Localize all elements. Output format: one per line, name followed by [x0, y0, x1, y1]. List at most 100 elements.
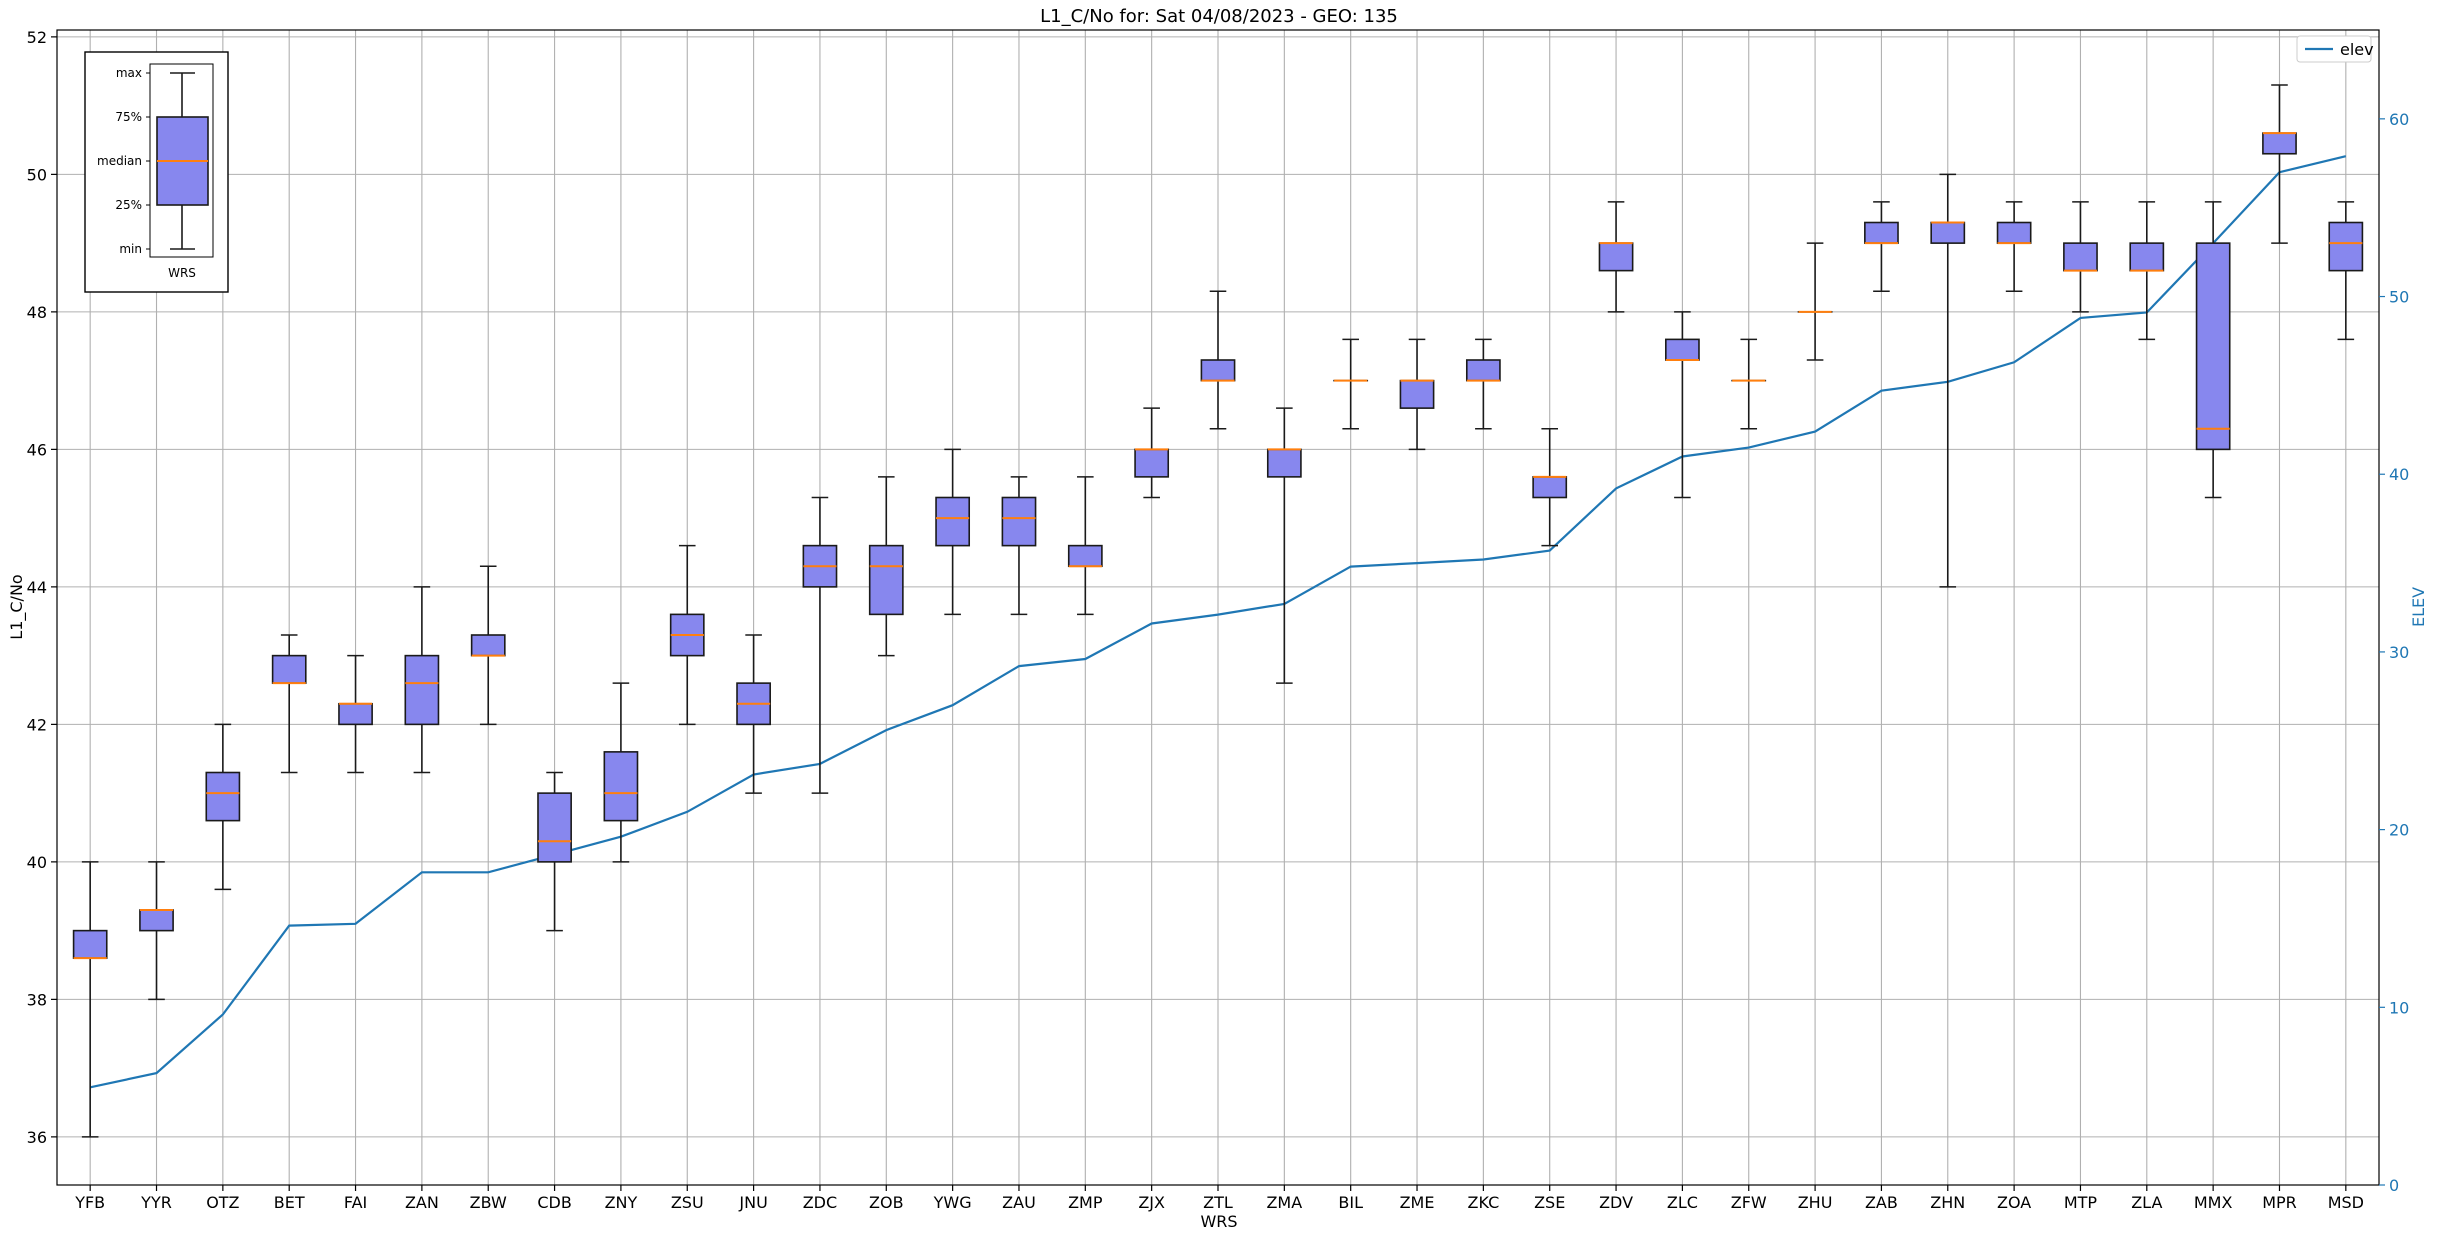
x-tick-label: YFB	[74, 1193, 105, 1212]
grid-lines	[57, 30, 2379, 1185]
x-tick-label: MPR	[2262, 1193, 2297, 1212]
y-tick-label: 52	[27, 28, 47, 47]
x-tick-label: ZBW	[470, 1193, 507, 1212]
box-zlc	[1665, 311, 1700, 499]
box-ztl	[1200, 290, 1236, 430]
box-zme	[1399, 338, 1435, 451]
iqr-box	[1200, 359, 1236, 382]
x-axis-ticks: YFB YYR OTZ BET FAI ZAN ZBW CDB ZNY ZSU JNU ZDC ZOB Y…	[74, 1185, 2364, 1212]
y2-tick-label: 40	[2389, 465, 2409, 484]
x-tick-label: ZDV	[1599, 1193, 1633, 1212]
inset-x-label: WRS	[168, 266, 196, 280]
y-tick-label: 44	[27, 578, 47, 597]
iqr-box	[338, 702, 373, 726]
y-tick-label: 48	[27, 303, 47, 322]
x-tick-label: MSD	[2328, 1193, 2364, 1212]
x-tick-label: ZMP	[1068, 1193, 1103, 1212]
x-tick-label: ZNY	[605, 1193, 638, 1212]
x-tick-label: ZAB	[1865, 1193, 1898, 1212]
y2-tick-label: 20	[2389, 821, 2409, 840]
x-tick-label: ZKC	[1467, 1193, 1499, 1212]
box-msd	[2328, 201, 2364, 341]
x-tick-label: JNU	[738, 1193, 767, 1212]
legend-label-elev: elev	[2340, 40, 2374, 59]
iqr-box	[935, 496, 971, 547]
x-tick-label: CDB	[537, 1193, 571, 1212]
iqr-box	[2328, 221, 2364, 272]
iqr-box	[2063, 242, 2098, 272]
y2-tick-label: 30	[2389, 643, 2409, 662]
box-yfb	[72, 861, 108, 1138]
x-tick-label: ZDC	[803, 1193, 837, 1212]
iqr-box	[1001, 496, 1037, 547]
x-tick-label: BIL	[1338, 1193, 1363, 1212]
elev-series	[89, 155, 2347, 1089]
x-tick-label: ZFW	[1731, 1193, 1767, 1212]
box-series	[72, 84, 2364, 1138]
box-zsu	[669, 544, 705, 726]
y2-axis-ticks: 0 10 20 30 40 50 60	[2379, 110, 2409, 1195]
box-zny	[603, 682, 639, 863]
x-tick-label: ZJX	[1138, 1193, 1165, 1212]
x-tick-label: ZHU	[1798, 1193, 1833, 1212]
box-ywg	[935, 448, 971, 616]
box-yyr	[139, 861, 174, 1001]
iqr-box	[1399, 379, 1435, 409]
y-axis-title: L1_C/No	[7, 574, 27, 639]
iqr-box	[1067, 544, 1103, 568]
box-otz	[205, 723, 241, 891]
y-tick-label: 46	[27, 440, 47, 459]
y2-tick-label: 50	[2389, 288, 2409, 307]
box-zan	[404, 586, 440, 774]
iqr-box	[205, 771, 241, 822]
iqr-box	[1134, 448, 1170, 478]
box-zfw	[1731, 338, 1767, 430]
x-tick-label: ZMA	[1266, 1193, 1302, 1212]
legend: elev	[2296, 35, 2374, 63]
y2-axis-title: ELEV	[2409, 587, 2428, 627]
box-jnu	[736, 634, 771, 794]
box-zob	[868, 476, 904, 657]
chart-title: L1_C/No for: Sat 04/08/2023 - GEO: 135	[1040, 6, 1398, 27]
iqr-box	[1598, 242, 1634, 272]
elev-line	[89, 155, 2347, 1089]
x-tick-label: ZOB	[869, 1193, 904, 1212]
box-mmx	[2195, 201, 2231, 499]
iqr-box	[1996, 221, 2032, 244]
box-zhu	[1797, 242, 1833, 361]
box-zkc	[1465, 338, 1501, 430]
iqr-box	[404, 654, 440, 726]
box-zdv	[1598, 201, 1634, 313]
iqr-box	[537, 792, 572, 863]
iqr-box	[1266, 448, 1302, 478]
x-tick-label: ZLC	[1667, 1193, 1698, 1212]
iqr-box	[603, 751, 639, 822]
x-tick-label: ZAN	[405, 1193, 439, 1212]
box-zjx	[1134, 407, 1170, 499]
iqr-box	[1665, 338, 1700, 361]
box-zau	[1001, 476, 1037, 616]
y2-tick-label: 0	[2389, 1176, 2399, 1195]
x-tick-label: ZAU	[1002, 1193, 1036, 1212]
box-zhn	[1930, 173, 1966, 588]
box-zmp	[1067, 476, 1103, 616]
x-tick-label: ZTL	[1203, 1193, 1233, 1212]
box-zse	[1532, 427, 1568, 547]
inset-label-2: median	[97, 154, 142, 168]
inset-label-1: 75%	[115, 110, 142, 124]
inset-label-0: max	[116, 66, 142, 80]
box-fai	[338, 654, 373, 774]
x-tick-label: MTP	[2064, 1193, 2098, 1212]
x-axis-title: WRS	[1200, 1212, 1237, 1231]
box-zab	[1864, 201, 1899, 293]
box-zbw	[470, 565, 506, 726]
inset-labels: max 75% median 25% min	[97, 66, 150, 256]
iqr-box	[1930, 221, 1966, 244]
iqr-box	[1465, 359, 1501, 382]
y-tick-label: 38	[27, 990, 47, 1009]
box-mpr	[2262, 84, 2297, 244]
x-tick-label: ZOA	[1997, 1193, 2031, 1212]
box-zla	[2129, 201, 2165, 341]
x-tick-label: BET	[274, 1193, 305, 1212]
